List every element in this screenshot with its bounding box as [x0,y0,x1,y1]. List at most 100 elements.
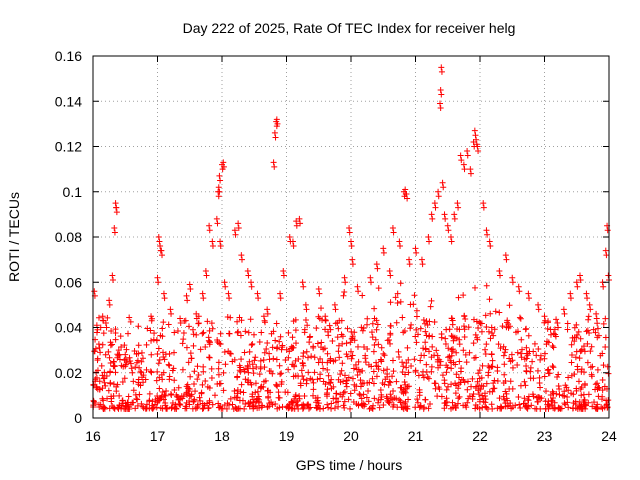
data-point [220,159,227,166]
data-point [274,344,281,351]
data-point [190,331,197,338]
data-point [578,347,585,354]
data-point [572,398,579,405]
data-point [406,261,413,268]
data-point [552,405,559,412]
data-point [289,334,296,341]
data-point [391,395,398,402]
data-point [179,366,186,373]
data-point [326,322,333,329]
data-point [109,341,116,348]
data-point [232,231,239,238]
data-point [412,245,419,252]
data-point [286,234,293,240]
data-point [289,238,296,245]
data-point [496,395,503,402]
data-point [334,334,341,341]
data-point [275,389,282,396]
data-point [437,86,444,93]
data-point [261,349,268,356]
data-point [335,325,342,332]
data-point [568,359,575,366]
data-point [273,382,280,389]
data-point [456,393,463,400]
data-point [220,369,227,376]
data-point [193,315,200,322]
data-point [514,349,521,356]
data-point [324,359,331,366]
data-point [169,367,176,374]
data-point [231,227,238,234]
data-point [94,355,101,362]
data-point [183,344,190,351]
data-point [118,344,125,351]
data-point [441,211,448,218]
data-point [266,356,273,363]
data-point [453,349,460,356]
data-point [602,334,609,341]
data-point [461,326,468,333]
data-point [361,401,368,408]
data-point [128,365,135,372]
data-point [500,393,507,400]
data-point [558,405,565,412]
data-point [550,390,557,397]
data-point [542,398,549,405]
data-point [111,363,118,370]
data-point [149,405,156,412]
data-point [163,387,170,394]
data-point [343,383,350,390]
data-point [303,380,310,387]
data-point [278,378,285,385]
data-point [258,383,265,390]
data-point [377,387,384,394]
data-point [572,354,579,361]
data-point [435,193,442,200]
data-point [335,342,342,349]
data-point [177,315,184,322]
data-point [247,398,254,405]
data-point [138,358,145,365]
data-point [595,384,602,391]
data-point [386,337,393,344]
data-point [175,393,182,400]
data-point [516,314,523,321]
data-point [529,391,536,398]
data-point [455,395,462,402]
data-point [310,386,317,393]
data-point [273,116,280,123]
data-point [549,343,556,350]
data-point [378,357,385,364]
data-point [278,370,285,377]
data-point [129,369,136,376]
data-point [487,243,494,250]
data-point [156,385,163,392]
data-point [521,356,528,363]
data-point [438,331,445,338]
data-point [452,390,459,397]
data-point [106,301,113,308]
data-point [335,403,342,410]
data-point [451,215,458,222]
data-point [476,405,483,412]
data-point [440,184,447,191]
data-point [111,229,118,236]
data-point [346,229,353,236]
data-point [331,405,338,412]
data-point [509,357,516,364]
data-point [429,215,436,222]
data-point [397,384,404,391]
data-point [264,387,271,394]
data-point [434,352,441,359]
data-point [252,389,259,396]
data-point [518,354,525,361]
data-point [159,405,166,412]
data-point [194,363,201,370]
data-point [454,400,461,407]
data-point [369,405,376,412]
data-point [206,338,213,345]
data-point [587,364,594,371]
data-point [465,324,472,331]
data-point [340,389,347,396]
data-point [439,179,446,186]
